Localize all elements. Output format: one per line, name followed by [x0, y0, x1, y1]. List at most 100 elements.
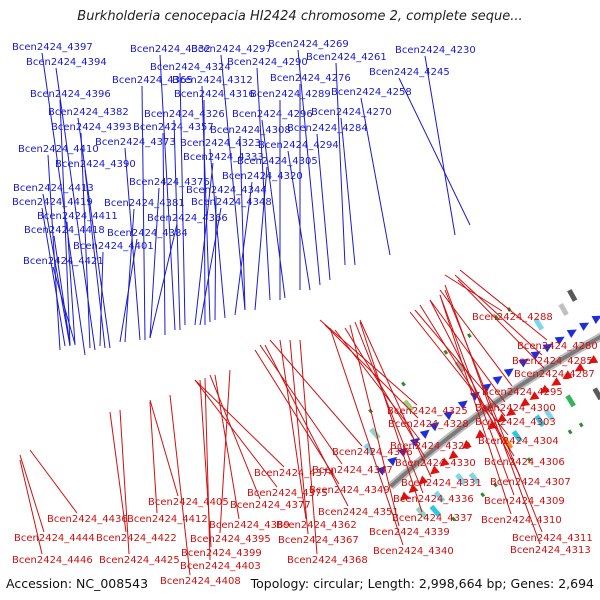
reverse-gene-label[interactable]: Bcen2424_4337: [392, 513, 473, 524]
forward-gene-label[interactable]: Bcen2424_4270: [311, 107, 392, 118]
reverse-gene-label[interactable]: Bcen2424_4336: [393, 494, 474, 505]
gene-callout-line: [124, 147, 141, 341]
forward-gene-label[interactable]: Bcen2424_4296: [232, 109, 313, 120]
forward-gene-label[interactable]: Bcen2424_4384: [107, 228, 188, 239]
forward-gene-label[interactable]: Bcen2424_4258: [331, 87, 412, 98]
forward-gene-label[interactable]: Bcen2424_4396: [30, 89, 111, 100]
reverse-gene-label[interactable]: Bcen2424_4313: [510, 545, 591, 556]
reverse-gene-label[interactable]: Bcen2424_4306: [484, 457, 565, 468]
forward-gene-label[interactable]: Bcen2424_4323: [180, 138, 261, 149]
reverse-gene-label[interactable]: Bcen2424_4340: [373, 546, 454, 557]
reverse-gene-label[interactable]: Bcen2424_4330: [395, 458, 476, 469]
reverse-gene-label[interactable]: Bcen2424_4347: [312, 465, 393, 476]
forward-gene-label[interactable]: Bcen2424_4376: [129, 177, 210, 188]
forward-gene-label[interactable]: Bcen2424_4410: [18, 144, 99, 155]
gene-callout-line: [77, 117, 111, 349]
reverse-gene-label[interactable]: Bcen2424_4377: [230, 500, 311, 511]
forward-gene-label[interactable]: Bcen2424_4381: [104, 198, 185, 209]
reverse-gene-label[interactable]: Bcen2424_4288: [472, 312, 553, 323]
forward-gene-label[interactable]: Bcen2424_4308: [210, 125, 291, 136]
forward-gene-label[interactable]: Bcen2424_4326: [144, 109, 225, 120]
reverse-gene-label[interactable]: Bcen2424_4339: [369, 527, 450, 538]
forward-gene-label[interactable]: Bcen2424_4373: [95, 137, 176, 148]
reverse-gene-label[interactable]: Bcen2424_4303: [475, 417, 556, 428]
forward-gene-label[interactable]: Bcen2424_4245: [369, 67, 450, 78]
forward-gene-label[interactable]: Bcen2424_4297: [191, 44, 272, 55]
reverse-gene-label[interactable]: Bcen2424_4325: [387, 406, 468, 417]
reverse-gene-label[interactable]: Bcen2424_4444: [14, 533, 95, 544]
forward-gene-label[interactable]: Bcen2424_4276: [270, 73, 351, 84]
reverse-gene-label[interactable]: Bcen2424_4311: [512, 533, 593, 544]
reverse-gene-label[interactable]: Bcen2424_4367: [278, 535, 359, 546]
forward-gene-label[interactable]: Bcen2424_4261: [306, 52, 387, 63]
forward-gene-label[interactable]: Bcen2424_4344: [186, 185, 267, 196]
forward-gene-label[interactable]: Bcen2424_4365: [112, 75, 193, 86]
reverse-gene-label[interactable]: Bcen2424_4403: [180, 561, 261, 572]
reverse-gene-label[interactable]: Bcen2424_4300: [475, 403, 556, 414]
forward-gene-label[interactable]: Bcen2424_4290: [227, 57, 308, 68]
reverse-gene-label[interactable]: Bcen2424_4328: [388, 419, 469, 430]
reverse-gene-label[interactable]: Bcen2424_4412: [127, 514, 208, 525]
forward-gene-label[interactable]: Bcen2424_4411: [37, 211, 118, 222]
gene-callout-line: [444, 274, 503, 312]
reverse-gene-label[interactable]: Bcen2424_4329: [390, 441, 471, 452]
reverse-gene-label[interactable]: Bcen2424_4304: [478, 436, 559, 447]
reverse-gene-label[interactable]: Bcen2424_4446: [12, 555, 93, 566]
reverse-gene-label[interactable]: Bcen2424_4422: [96, 533, 177, 544]
reverse-gene-label[interactable]: Bcen2424_4425: [99, 555, 180, 566]
reverse-gene-label[interactable]: Bcen2424_4374: [254, 468, 335, 479]
forward-gene-label[interactable]: Bcen2424_4320: [222, 171, 303, 182]
reverse-gene-label[interactable]: Bcen2424_4349: [309, 485, 390, 496]
forward-gene-label[interactable]: Bcen2424_4230: [395, 45, 476, 56]
forward-gene-label[interactable]: Bcen2424_4357: [133, 122, 214, 133]
forward-gene-label[interactable]: Bcen2424_4390: [55, 159, 136, 170]
reverse-gene-label[interactable]: Bcen2424_4389: [209, 520, 290, 531]
reverse-gene-label[interactable]: Bcen2424_4287: [514, 369, 595, 380]
reverse-gene-label[interactable]: Bcen2424_4408: [160, 576, 241, 587]
forward-gene-label[interactable]: Bcen2424_4421: [23, 256, 104, 267]
forward-gene-label[interactable]: Bcen2424_4394: [26, 57, 107, 68]
forward-gene-label[interactable]: Bcen2424_4324: [150, 62, 231, 73]
forward-gene-label[interactable]: Bcen2424_4332: [130, 44, 211, 55]
gene-callout-line: [52, 266, 76, 345]
gene-callout-line: [214, 195, 217, 321]
forward-gene-label[interactable]: Bcen2424_4348: [191, 197, 272, 208]
gene-callout-line: [279, 339, 307, 520]
reverse-gene-label[interactable]: Bcen2424_4310: [481, 515, 562, 526]
gene-callout-line: [234, 181, 253, 316]
reverse-gene-label[interactable]: Bcen2424_4375: [247, 488, 328, 499]
gc-skew-tick: [467, 333, 472, 339]
forward-gene-label[interactable]: Bcen2424_4401: [73, 241, 154, 252]
forward-gene-label[interactable]: Bcen2424_4419: [12, 197, 93, 208]
reverse-gene-label[interactable]: Bcen2424_4436: [47, 514, 128, 525]
forward-gene-label[interactable]: Bcen2424_4413: [13, 183, 94, 194]
forward-gene-label[interactable]: Bcen2424_4289: [250, 89, 331, 100]
forward-gene-label[interactable]: Bcen2424_4312: [172, 75, 253, 86]
forward-gene-label[interactable]: Bcen2424_4418: [24, 225, 105, 236]
reverse-gene-label[interactable]: Bcen2424_4280: [517, 341, 598, 352]
forward-gene-label[interactable]: Bcen2424_4382: [48, 107, 129, 118]
forward-gene-label[interactable]: Bcen2424_4294: [258, 140, 339, 151]
forward-gene-label[interactable]: Bcen2424_4284: [287, 123, 368, 134]
gene-callout-line: [149, 187, 160, 339]
reverse-gene-label[interactable]: Bcen2424_4368: [287, 555, 368, 566]
forward-gene-label[interactable]: Bcen2424_4305: [237, 156, 318, 167]
forward-gene-label[interactable]: Bcen2424_4366: [147, 213, 228, 224]
reverse-gene-label[interactable]: Bcen2424_4307: [490, 477, 571, 488]
reverse-gene-label[interactable]: Bcen2424_4295: [482, 387, 563, 398]
reverse-gene-label[interactable]: Bcen2424_4405: [148, 497, 229, 508]
forward-gene-label[interactable]: Bcen2424_4333: [183, 152, 264, 163]
reverse-gene-callouts: Bcen2424_4288 Bcen2424_4280 Bcen2424_4285 B…: [12, 269, 598, 587]
reverse-gene-label[interactable]: Bcen2424_4395: [190, 534, 271, 545]
reverse-gene-label[interactable]: Bcen2424_4285: [512, 356, 593, 367]
reverse-gene-label[interactable]: Bcen2424_4331: [401, 478, 482, 489]
forward-gene-label[interactable]: Bcen2424_4269: [268, 39, 349, 50]
forward-gene-label[interactable]: Bcen2424_4393: [51, 122, 132, 133]
reverse-gene-label[interactable]: Bcen2424_4351: [318, 507, 399, 518]
forward-gene-label[interactable]: Bcen2424_4316: [174, 89, 255, 100]
reverse-gene-label[interactable]: Bcen2424_4399: [181, 548, 262, 559]
forward-gene-label[interactable]: Bcen2424_4397: [12, 42, 93, 53]
gene-callout-line: [439, 289, 513, 387]
gene-callout-line: [297, 49, 321, 286]
reverse-gene-label[interactable]: Bcen2424_4362: [276, 520, 357, 531]
